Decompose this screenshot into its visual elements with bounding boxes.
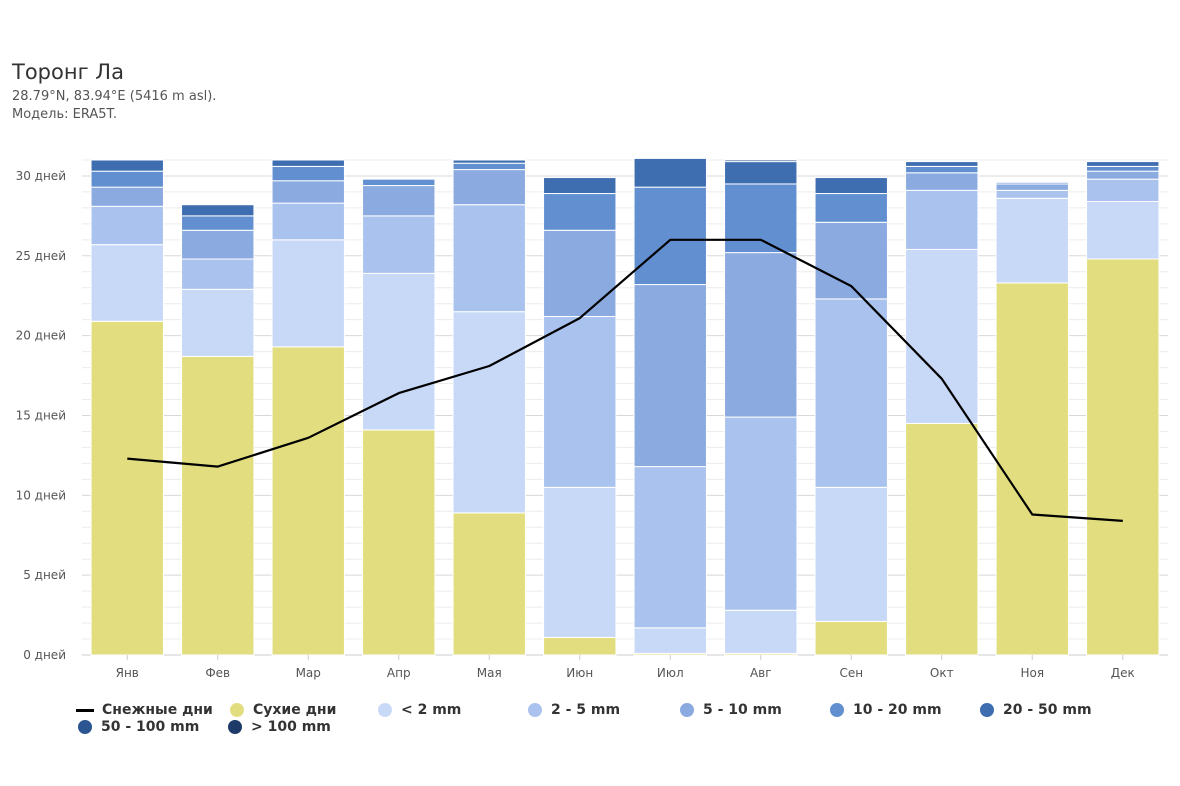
bar-segment	[181, 288, 255, 357]
bar-segment	[90, 186, 164, 207]
x-tick-label: Дек	[1111, 666, 1135, 680]
bar-segment	[452, 159, 526, 164]
bar-segment	[543, 193, 617, 231]
x-tick-label: Ноя	[1020, 666, 1044, 680]
bar-segment	[633, 627, 707, 654]
bar-segment	[362, 429, 436, 656]
y-tick-label: 20 дней	[16, 329, 66, 343]
bar-segment	[724, 159, 798, 163]
bar-segment	[543, 636, 617, 656]
x-tick-label: Мар	[296, 666, 321, 680]
bar-segment	[814, 177, 888, 195]
bar-segment	[814, 298, 888, 488]
y-tick-label: 15 дней	[16, 408, 66, 422]
x-tick-label: Июл	[657, 666, 684, 680]
bar-segment	[543, 229, 617, 317]
x-tick-label: Окт	[930, 666, 954, 680]
bar-segment	[1086, 161, 1160, 167]
bar-segment	[362, 215, 436, 274]
bar-segment	[905, 172, 979, 191]
bar-segment	[271, 159, 345, 167]
bar-segment	[452, 311, 526, 514]
chart-title: Торонг Ла	[12, 60, 124, 84]
bar-segment	[181, 229, 255, 260]
bar-segment	[362, 185, 436, 217]
y-tick-label: 30 дней	[16, 169, 66, 183]
bar-segment	[181, 258, 255, 290]
bar-segment	[1086, 165, 1160, 172]
bar-segment	[452, 162, 526, 171]
bar-segment	[271, 346, 345, 656]
bar-segment	[633, 284, 707, 468]
bar-segment	[995, 282, 1069, 656]
chart-model: Модель: ERA5T.	[12, 107, 118, 122]
bar-segment	[633, 466, 707, 629]
bar-segment	[633, 186, 707, 286]
bar-segment	[90, 244, 164, 322]
bar-segment	[90, 320, 164, 656]
bar-segment	[1086, 170, 1160, 180]
y-tick-label: 5 дней	[23, 568, 66, 582]
bar-segment	[271, 239, 345, 348]
bar-segment	[995, 189, 1069, 199]
bar-segment	[905, 161, 979, 167]
bar-segment	[724, 161, 798, 185]
bar-segment	[271, 165, 345, 182]
bar-segment	[905, 189, 979, 250]
bar-segment	[995, 181, 1069, 185]
bar-segment	[543, 315, 617, 488]
bar-segment	[181, 355, 255, 656]
chart-coordinates: 28.79°N, 83.94°E (5416 m asl).	[12, 89, 217, 104]
bar-segment	[633, 157, 707, 188]
x-tick-label: Сен	[839, 666, 863, 680]
bar-segment	[905, 248, 979, 424]
bar-segment	[1086, 178, 1160, 203]
bar-segment	[543, 177, 617, 195]
bar-segment	[1086, 201, 1160, 260]
bar-segment	[814, 620, 888, 656]
bar-segment	[995, 197, 1069, 284]
snow-days-line	[127, 238, 1123, 522]
x-tick-label: Фев	[205, 666, 230, 680]
bar-segment	[362, 272, 436, 431]
bar-segment	[181, 215, 255, 231]
bar-segment	[724, 609, 798, 654]
bar-segment	[724, 416, 798, 611]
bar-segment	[814, 486, 888, 622]
bar-segment	[543, 486, 617, 638]
x-tick-label: Апр	[387, 666, 411, 680]
y-tick-label: 25 дней	[16, 249, 66, 263]
x-tick-label: Авг	[750, 666, 772, 680]
y-tick-label: 10 дней	[16, 488, 66, 502]
bar-segment	[90, 159, 164, 172]
bar-segment	[1086, 258, 1160, 656]
bar-segment	[724, 252, 798, 418]
x-tick-label: Июн	[566, 666, 593, 680]
bar-segment	[362, 178, 436, 187]
bar-segment	[452, 204, 526, 313]
bar-segment	[271, 180, 345, 204]
bar-segment	[452, 169, 526, 206]
bar-segment	[90, 170, 164, 188]
bar-segment	[181, 204, 255, 217]
bar-segment	[814, 193, 888, 223]
bar-segment	[995, 183, 1069, 191]
bar-segment	[724, 183, 798, 254]
bar-segment	[90, 205, 164, 246]
x-tick-label: Мая	[477, 666, 502, 680]
bar-segment	[905, 422, 979, 656]
bar-segment	[271, 202, 345, 241]
bar-segment	[452, 512, 526, 656]
y-tick-label: 0 дней	[23, 648, 66, 662]
bar-segment	[905, 165, 979, 174]
x-tick-label: Янв	[116, 666, 139, 680]
